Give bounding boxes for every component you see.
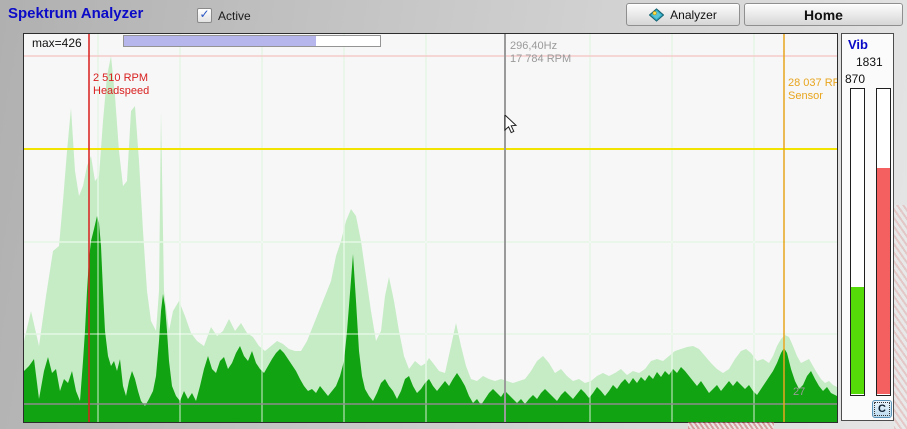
scan-progress-fill — [124, 36, 316, 46]
sensor-marker-label: 28 037 RPMSensor — [788, 77, 837, 102]
vib-panel-title: Vib — [848, 37, 868, 52]
analyzer-button-label: Analyzer — [670, 7, 717, 22]
vib-gauge-red-fill — [877, 167, 890, 394]
vib-gauge-green-fill — [851, 286, 864, 394]
home-button[interactable]: Home — [744, 3, 903, 26]
check-icon: ✓ — [199, 7, 210, 21]
max-value-label: max=426 — [32, 36, 82, 50]
background-artifact-bottom — [688, 422, 774, 429]
vib-value-green: 870 — [845, 72, 866, 86]
analyzer-icon — [649, 7, 665, 22]
vib-gauge-green — [850, 88, 865, 396]
vib-gauge-red — [876, 88, 891, 396]
series-peak-hold-envelope — [24, 56, 837, 422]
active-checkbox-label: Active — [218, 8, 251, 23]
series-current-spectrum — [24, 216, 837, 422]
partial-value-label: 27 — [793, 386, 806, 398]
vib-panel: Vib 1831 870 C — [841, 33, 894, 421]
spectrum-chart-panel[interactable]: max=426 2 510 RPM Headspeed 296,40Hz 17 78… — [23, 33, 838, 423]
clear-button[interactable]: C — [872, 400, 892, 418]
vib-value-red: 1831 — [856, 55, 883, 69]
home-button-label: Home — [804, 6, 843, 23]
background-artifact-right — [894, 205, 907, 429]
analyzer-button[interactable]: Analyzer — [626, 3, 740, 26]
headspeed-marker-label: 2 510 RPM Headspeed — [93, 72, 150, 97]
spectrum-plot[interactable] — [24, 34, 837, 422]
scan-progress-bar — [123, 35, 381, 47]
active-checkbox-group: ✓ Active — [197, 8, 251, 23]
active-checkbox[interactable]: ✓ — [197, 8, 212, 23]
page-title: Spektrum Analyzer — [8, 5, 144, 22]
cursor-readout-label: 296,40Hz 17 784 RPM — [510, 40, 572, 65]
